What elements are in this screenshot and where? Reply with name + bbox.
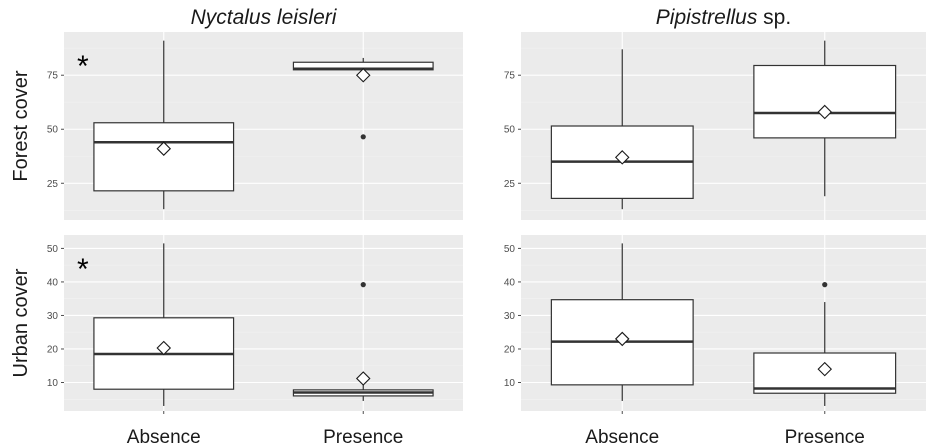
- row-label-0: Forest cover: [10, 70, 32, 181]
- box-iqr: [753, 64, 897, 139]
- box-absence: [550, 243, 694, 401]
- mean-diamond: [817, 104, 833, 120]
- row-label-1: Urban cover: [10, 268, 32, 377]
- y-tick-label: 30: [504, 311, 516, 322]
- y-tick-label: 75: [504, 71, 516, 82]
- panel-1-1: 10 20 30 40 50 Absence Presence: [504, 235, 926, 448]
- y-tick-label: 50: [47, 244, 59, 255]
- box-absence: [93, 40, 235, 210]
- outlier-point: [360, 282, 366, 288]
- y-tick-label: 20: [47, 344, 59, 355]
- x-category-label: Absence: [127, 427, 201, 448]
- y-tick-label: 25: [47, 179, 59, 190]
- mean-diamond: [614, 331, 630, 347]
- box-absence: [550, 49, 694, 210]
- column-title-italic: Nyctalus leisleri: [191, 6, 338, 29]
- mean-diamond: [156, 340, 172, 356]
- y-tick-label: 50: [504, 125, 516, 136]
- outlier-point: [822, 282, 828, 288]
- x-category-label: Presence: [323, 427, 403, 448]
- column-title-italic: Pipistrellus: [656, 6, 758, 29]
- box-presence: [292, 282, 434, 401]
- y-tick-label: 50: [504, 244, 516, 255]
- mean-diamond: [817, 361, 833, 377]
- y-tick-label: 10: [47, 378, 59, 389]
- y-tick-label: 40: [504, 277, 516, 288]
- mean-diamond: [614, 150, 630, 165]
- column-title-0: Nyctalus leisleri: [191, 6, 338, 29]
- y-tick-label: 50: [47, 125, 59, 136]
- box-presence: [292, 57, 434, 140]
- significance-star: *: [77, 50, 89, 83]
- y-tick-label: 25: [504, 179, 516, 190]
- box-iqr: [93, 122, 235, 192]
- y-tick-label: 20: [504, 344, 516, 355]
- x-category-label: Presence: [785, 427, 865, 448]
- y-tick-label: 30: [47, 311, 59, 322]
- column-title-suffix: sp.: [757, 6, 791, 29]
- outlier-point: [360, 134, 366, 140]
- mean-diamond: [355, 67, 371, 83]
- box-absence: [93, 243, 235, 406]
- y-tick-label: 75: [47, 71, 59, 82]
- y-tick-label: 10: [504, 378, 516, 389]
- box-presence: [753, 40, 897, 197]
- panel-0-1: 25 50 75: [504, 32, 926, 220]
- panel-0-0: 25 50 75 *: [47, 32, 463, 220]
- mean-diamond: [355, 371, 371, 386]
- x-category-label: Absence: [585, 427, 659, 448]
- column-title-1: Pipistrellus sp.: [656, 6, 791, 29]
- y-tick-label: 40: [47, 277, 59, 288]
- box-presence: [753, 282, 897, 406]
- mean-diamond: [156, 141, 172, 156]
- panel-1-0: 10 20 30 40 50 * Absence Presence: [47, 235, 463, 448]
- significance-star: *: [77, 253, 89, 286]
